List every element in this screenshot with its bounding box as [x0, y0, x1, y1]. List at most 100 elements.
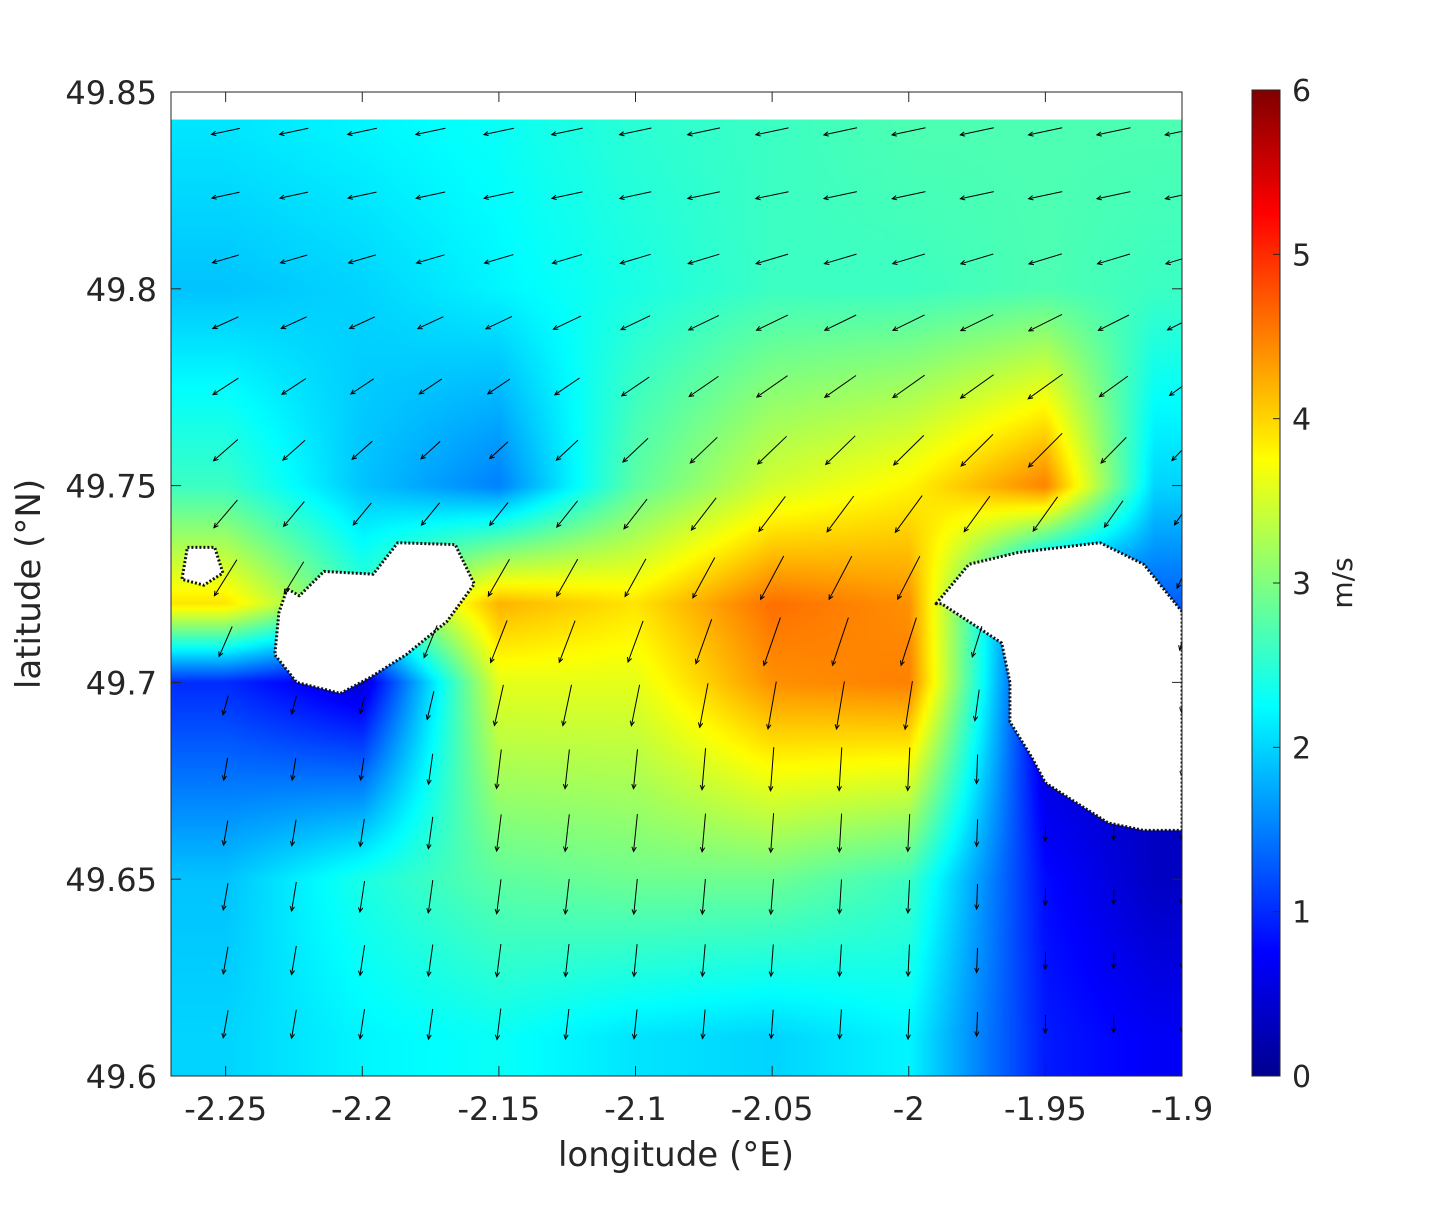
current-arrow	[555, 439, 579, 461]
current-arrow	[631, 814, 638, 853]
current-arrow	[836, 813, 843, 854]
current-arrow	[1097, 314, 1130, 331]
x-axis-label: longitude (°E)	[558, 1135, 794, 1175]
current-arrow	[221, 946, 229, 976]
current-arrow	[1042, 887, 1048, 907]
current-arrow	[828, 555, 853, 601]
current-arrow	[562, 749, 570, 790]
current-arrow	[620, 376, 650, 397]
x-tick-label: -1.95	[1004, 1090, 1087, 1128]
current-arrow	[959, 374, 994, 399]
current-arrow	[426, 1008, 434, 1041]
current-arrow	[687, 253, 720, 265]
current-arrow	[210, 127, 240, 137]
current-arrow	[959, 253, 994, 266]
current-arrow	[768, 813, 775, 854]
current-arrow	[697, 683, 709, 729]
current-arrow	[823, 314, 857, 331]
current-arrow	[552, 315, 582, 330]
current-arrow	[631, 944, 638, 978]
current-arrow	[358, 880, 366, 914]
current-arrow	[891, 314, 925, 331]
current-arrow	[822, 127, 858, 137]
current-arrow	[836, 747, 843, 792]
current-arrow	[760, 555, 785, 601]
current-arrow	[890, 127, 926, 137]
current-arrow	[420, 441, 441, 460]
current-arrow	[551, 254, 583, 265]
current-arrow	[768, 878, 774, 916]
current-arrow	[484, 316, 513, 330]
current-arrow	[289, 1009, 297, 1040]
current-arrow	[210, 191, 240, 200]
colorbar-tick-label: 4	[1292, 403, 1311, 438]
plot-area: -2.25 -2.2 -2.15 -2.1 -2.05 -2 -1.95 -1.9 49.64…	[65, 74, 1213, 1128]
current-arrow	[213, 499, 238, 529]
current-arrow	[416, 316, 444, 330]
current-arrow	[1179, 952, 1182, 969]
current-arrow	[905, 879, 911, 915]
current-arrow	[824, 435, 856, 466]
current-arrow	[1111, 952, 1117, 970]
current-arrow	[349, 378, 375, 395]
current-arrow	[837, 1009, 843, 1040]
current-arrow	[699, 813, 706, 854]
current-arrow	[624, 558, 647, 598]
current-arrow	[960, 434, 994, 467]
current-arrow	[631, 1009, 638, 1040]
current-arrow	[358, 819, 365, 848]
x-tick-label: -2.05	[731, 1090, 814, 1128]
colorbar-tick-label: 3	[1292, 567, 1311, 602]
current-arrow	[688, 375, 719, 398]
current-arrow	[629, 684, 641, 727]
colorbar-ticks: 0 1 2 3 4 5 6	[1273, 74, 1311, 1095]
current-arrow	[1164, 130, 1182, 137]
current-arrow	[278, 191, 309, 200]
current-arrow	[1095, 127, 1131, 137]
current-arrow	[971, 625, 983, 658]
current-arrow	[694, 619, 713, 665]
current-arrow	[563, 814, 570, 853]
current-arrow	[700, 878, 706, 916]
current-arrow	[488, 502, 509, 527]
current-arrow	[289, 945, 297, 976]
current-arrow	[974, 947, 980, 974]
current-arrow	[489, 620, 508, 664]
current-arrow	[1168, 385, 1182, 397]
current-arrow	[755, 253, 789, 265]
current-arrow	[212, 377, 239, 396]
current-arrow	[426, 816, 434, 850]
x-tick-label: -2.15	[457, 1090, 540, 1128]
current-arrow	[283, 561, 305, 595]
current-arrow	[494, 943, 502, 978]
current-arrow	[426, 753, 434, 786]
current-arrow	[494, 1008, 502, 1041]
y-tick-label: 49.8	[86, 271, 157, 309]
current-arrow	[905, 814, 911, 853]
current-arrow	[414, 127, 446, 137]
current-arrow	[289, 819, 297, 847]
x-tick-label: -2.1	[604, 1090, 666, 1128]
current-arrow	[1027, 313, 1063, 332]
current-arrow	[1027, 432, 1063, 468]
current-arrow	[486, 378, 511, 395]
current-arrow	[837, 879, 843, 915]
current-arrow	[563, 1008, 570, 1041]
current-arrow	[891, 253, 925, 265]
current-arrow	[974, 819, 980, 848]
current-arrow	[488, 441, 509, 460]
current-arrow	[278, 127, 309, 137]
current-arrow	[550, 191, 583, 201]
y-axis-label: latitude (°N)	[9, 479, 49, 689]
plot-frame	[170, 91, 1183, 1077]
current-arrow	[899, 617, 917, 667]
colorbar-tick-label: 2	[1292, 731, 1311, 766]
current-arrow	[558, 620, 576, 664]
current-arrow	[700, 1009, 706, 1040]
current-arrow	[834, 681, 845, 731]
current-arrow	[905, 944, 911, 978]
y-axis-ticks: 49.6 49.65 49.7 49.75 49.8 49.85	[65, 74, 1182, 1096]
current-arrow	[492, 684, 504, 727]
current-arrow	[1166, 322, 1182, 331]
